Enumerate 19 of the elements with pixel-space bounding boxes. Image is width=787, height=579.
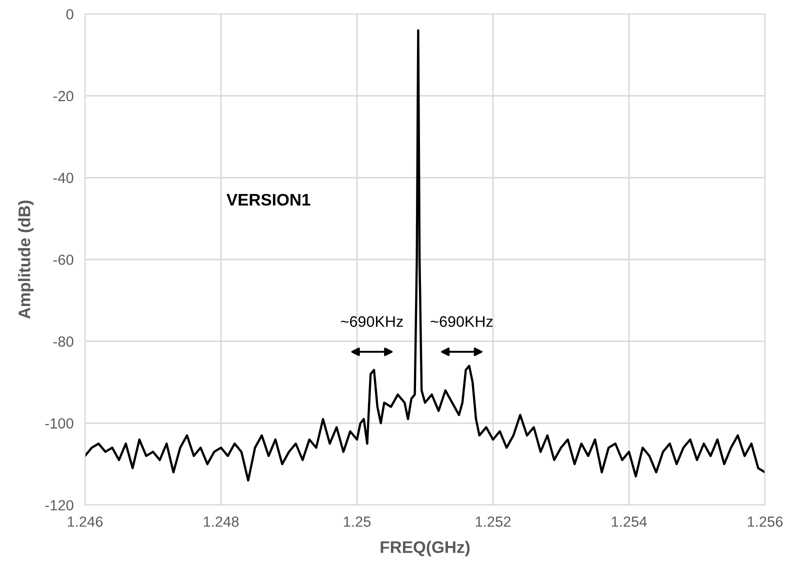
y-tick-label: -60 (53, 254, 74, 265)
x-tick-label: 1.256 (748, 516, 783, 527)
y-tick-label: -100 (45, 418, 74, 429)
x-tick-label: 1.25 (344, 516, 371, 527)
x-tick-label: 1.252 (476, 516, 511, 527)
line-series (85, 29, 765, 482)
y-tick-label: -120 (45, 500, 74, 510)
x-tick-label: 1.254 (612, 516, 647, 527)
y-axis-title: Amplitude (dB) (18, 200, 34, 319)
y-tick-label: 0 (66, 9, 74, 20)
annotation: ~690KHz (341, 316, 403, 327)
y-tick-label: -80 (53, 336, 74, 347)
y-tick-label: -40 (53, 172, 74, 184)
annotation: VERSION1 (226, 194, 310, 206)
annotation: ~690KHz (430, 316, 493, 327)
x-tick-label: 1.248 (204, 516, 239, 527)
x-tick-label: 1.246 (68, 516, 103, 527)
x-axis-title: FREQ(GHz) (380, 540, 470, 556)
y-tick-label: -20 (53, 90, 74, 102)
